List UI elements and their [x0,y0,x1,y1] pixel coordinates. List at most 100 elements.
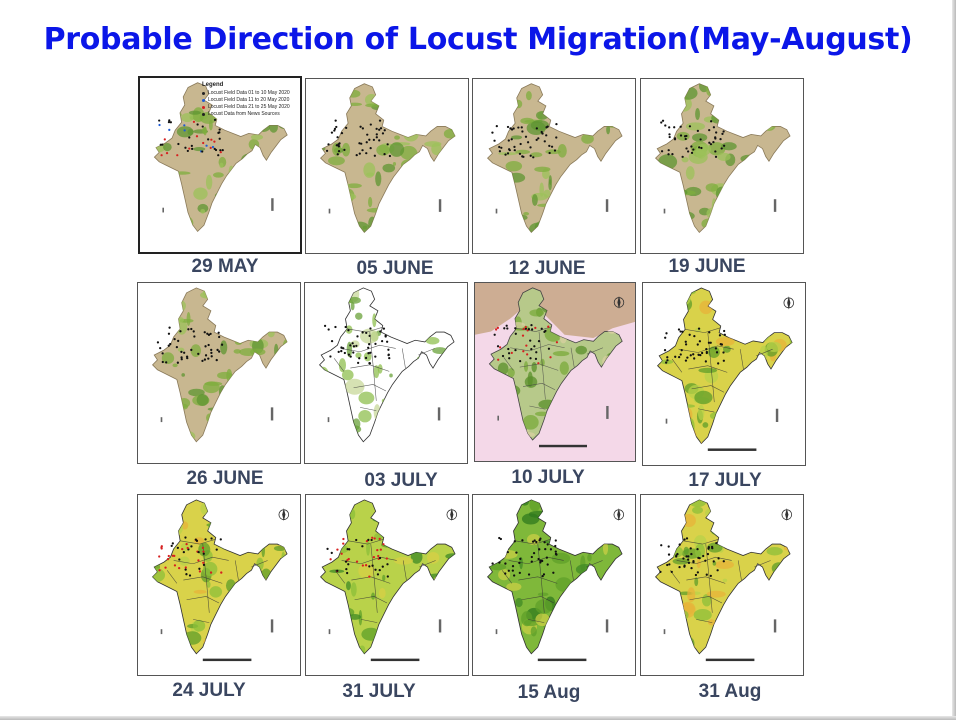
state-border [401,348,406,369]
locust-point [668,133,671,136]
locust-point [185,573,188,576]
vegetation-patch [204,381,223,386]
vegetation-patch [186,311,191,327]
legend-item: Locust Data from News Sources [208,111,280,117]
locust-point [547,347,551,350]
vegetation-patch [181,112,194,123]
locust-point [333,127,337,130]
vegetation-patch [177,347,185,352]
locust-point [720,147,723,150]
locust-point [178,567,181,570]
locust-point [202,550,205,553]
map-panel-29-may: Legend Locust Field Data 01 to 10 May 20… [138,76,302,254]
locust-point [177,142,180,146]
locust-point [714,150,717,153]
locust-point [355,344,358,347]
locust-point [183,124,186,127]
locust-point [514,332,517,335]
locust-point [170,544,173,548]
locust-point [217,331,220,334]
locust-point [165,361,168,364]
locust-point [219,538,222,541]
locust-point [549,548,553,551]
vegetation-patch [685,122,705,131]
locust-point [508,149,511,152]
locust-point [330,551,333,555]
locust-point [345,567,348,571]
locust-point [667,153,670,156]
locust-point [220,571,223,574]
locust-point [375,127,378,130]
locust-points [158,118,224,157]
locust-point [340,346,343,349]
locust-point [374,342,377,346]
locust-point [177,339,180,343]
locust-point [668,563,671,566]
state-border [334,570,346,584]
locust-point [674,355,677,358]
locust-point [690,552,693,556]
vegetation-patch [714,560,734,569]
state-border [183,576,223,584]
locust-point [361,127,364,130]
locust-point [344,560,348,563]
locust-point [491,131,494,134]
locust-point [378,139,381,142]
slide-edge-right [952,0,956,720]
locust-point [386,143,389,146]
scale-bar [202,658,252,662]
locust-point [495,125,498,128]
locust-points [323,324,391,365]
locust-point [352,345,356,348]
vegetation-patch [382,574,386,582]
locust-point [379,127,383,130]
locust-point [666,356,669,359]
locust-point [356,335,359,338]
state-border [686,576,726,584]
vegetation-patch [196,393,209,407]
locust-point [207,333,211,337]
locust-point [518,561,521,565]
locust-point [529,339,532,342]
locust-point [554,550,557,553]
locust-point [371,564,374,567]
locust-point [684,359,688,362]
locust-point [196,123,199,126]
india-map-31-aug [641,495,803,675]
state-border [186,596,220,604]
india-map-10-july [475,283,635,461]
locust-point [183,351,186,354]
locust-point [498,536,501,540]
andaman-islands [775,408,779,422]
locust-point [190,545,193,548]
andaman-islands [605,199,609,212]
vegetation-patch [530,119,549,131]
date-label-31-aug: 31 Aug [698,681,762,702]
locust-point [209,146,212,150]
locust-point [677,355,681,359]
locust-point [185,542,188,546]
locust-point [388,356,391,360]
locust-point [543,541,546,544]
locust-point [721,132,724,135]
locust-point [702,554,705,558]
vegetation-patch [575,345,587,355]
locust-point [367,352,370,355]
locust-point [498,561,501,564]
locust-point [687,561,691,565]
locust-point [513,149,516,152]
locust-point [379,330,382,333]
locust-point [198,570,202,573]
locust-point [387,348,390,351]
vegetation-patch [521,611,533,627]
locust-point [169,121,172,124]
locust-point [495,328,498,331]
locust-point [369,327,372,330]
locust-point [158,555,161,558]
locust-point [370,538,373,542]
locust-point [535,138,538,142]
locust-point [661,119,665,122]
vegetation-patch [708,346,720,358]
vegetation-patch [681,156,689,163]
locust-point [678,543,681,546]
